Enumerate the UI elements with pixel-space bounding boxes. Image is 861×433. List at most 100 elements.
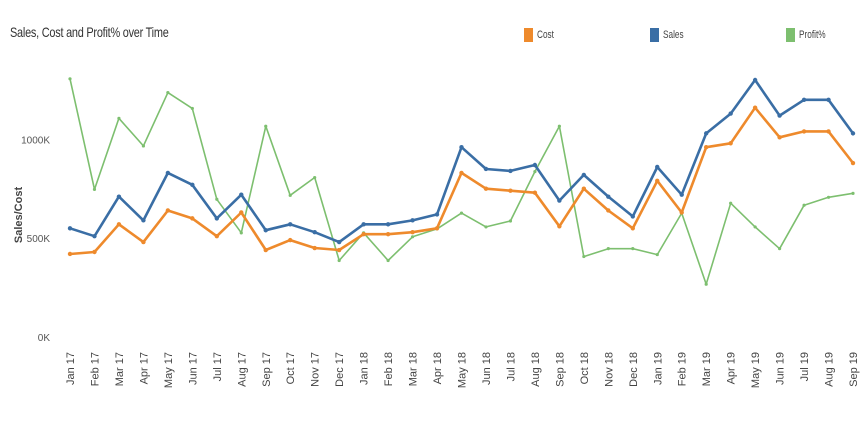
data-point-sales [165, 170, 171, 176]
y-tick-label: 1000K [21, 135, 50, 146]
data-point-profit [215, 197, 219, 201]
data-point-profit [582, 254, 586, 259]
data-point-profit [777, 247, 782, 251]
x-tick-label: Nov 18 [603, 352, 615, 387]
data-point-profit [704, 282, 708, 286]
data-point-sales [190, 182, 195, 187]
legend-label-profit: Profit% [799, 29, 826, 41]
data-point-profit [239, 231, 243, 235]
data-point-profit [508, 219, 513, 223]
data-point-profit [264, 124, 268, 128]
data-point-sales [434, 212, 440, 217]
data-point-profit [92, 187, 97, 191]
data-point-profit [313, 175, 317, 180]
data-point-sales [312, 230, 317, 235]
x-tick-label: May 19 [750, 352, 762, 388]
data-point-sales [826, 97, 831, 102]
data-point-cost [312, 245, 317, 251]
data-point-cost [165, 208, 171, 213]
data-point-cost [67, 251, 73, 257]
data-point-sales [606, 194, 611, 199]
data-point-cost [728, 141, 733, 146]
x-axis-ticks: Jan 17 Feb 17 Mar 17 Apr 17 May 17 Jun 17 Jul … [65, 352, 860, 388]
data-point-sales [703, 131, 709, 136]
data-point-profit [141, 144, 146, 148]
y-axis-label: Sales/Cost [13, 187, 25, 244]
data-point-cost [606, 208, 611, 213]
data-point-cost [214, 233, 220, 239]
chart-title: Sales, Cost and Profit% over Time [10, 24, 169, 40]
legend-item-cost: Cost [524, 28, 560, 42]
data-point-sales [728, 111, 733, 116]
data-point-sales [263, 228, 268, 233]
data-point-cost [630, 226, 635, 231]
data-point-cost [116, 222, 122, 227]
data-point-profit [557, 124, 561, 128]
data-point-cost [410, 230, 415, 235]
data-point-profit [729, 201, 733, 205]
data-point-profit [606, 247, 610, 251]
data-point-sales [92, 233, 97, 239]
legend-swatch-profit [786, 28, 795, 42]
x-tick-label: Apr 18 [432, 352, 444, 384]
x-tick-label: Jan 18 [359, 352, 371, 385]
series-line-cost [69, 106, 855, 256]
x-tick-label: Jan 17 [65, 352, 77, 385]
data-point-profit [631, 247, 635, 251]
x-tick-label: Jan 19 [652, 352, 664, 385]
x-tick-label: Feb 18 [383, 352, 395, 386]
data-point-cost [483, 186, 489, 191]
data-point-cost [459, 170, 464, 176]
data-point-sales [239, 192, 244, 197]
data-point-cost [92, 249, 97, 255]
data-point-cost [508, 188, 513, 193]
data-point-sales [361, 222, 366, 227]
x-tick-label: Sep 19 [848, 352, 860, 387]
data-point-cost [532, 190, 538, 195]
data-point-sales [630, 214, 635, 219]
x-tick-label: Mar 19 [701, 352, 713, 386]
x-tick-label: Oct 17 [285, 352, 297, 384]
x-tick-label: Feb 17 [89, 352, 101, 386]
data-point-cost [826, 129, 831, 134]
y-tick-label: 500K [27, 234, 51, 245]
data-point-profit [533, 170, 537, 174]
x-tick-label: Aug 19 [824, 352, 836, 387]
y-tick-label: 0K [38, 333, 51, 344]
data-point-sales [336, 239, 342, 245]
data-point-cost [850, 160, 856, 166]
series-lines [69, 78, 855, 286]
data-point-profit [410, 235, 415, 239]
data-point-cost [752, 105, 758, 110]
x-tick-label: Apr 17 [138, 352, 150, 384]
y-axis-ticks: 0K 500K 1000K [21, 135, 50, 344]
x-tick-label: Jun 19 [775, 352, 787, 385]
x-tick-label: Feb 19 [677, 352, 689, 386]
data-point-sales [557, 198, 562, 203]
x-tick-label: Jun 18 [481, 352, 493, 385]
data-point-sales [385, 222, 391, 227]
legend-label-sales: Sales [663, 29, 684, 41]
data-point-cost [679, 210, 684, 215]
data-point-profit [68, 77, 72, 81]
data-point-cost [336, 247, 342, 253]
data-point-profit [459, 211, 464, 215]
data-point-profit [826, 195, 831, 199]
series-points [67, 77, 856, 286]
legend-swatch-cost [524, 28, 533, 42]
x-tick-label: Aug 17 [236, 352, 248, 387]
data-point-sales [67, 226, 73, 231]
data-point-profit [851, 191, 855, 195]
data-point-sales [655, 164, 660, 170]
x-tick-label: Mar 18 [408, 352, 420, 386]
x-tick-label: Sep 18 [554, 352, 566, 387]
data-point-cost [557, 224, 562, 229]
x-tick-label: Dec 17 [334, 352, 346, 387]
data-point-cost [263, 247, 268, 253]
x-tick-label: Jun 17 [187, 352, 199, 385]
data-point-cost [288, 237, 293, 243]
data-point-sales [777, 113, 782, 118]
data-point-profit [288, 193, 292, 197]
